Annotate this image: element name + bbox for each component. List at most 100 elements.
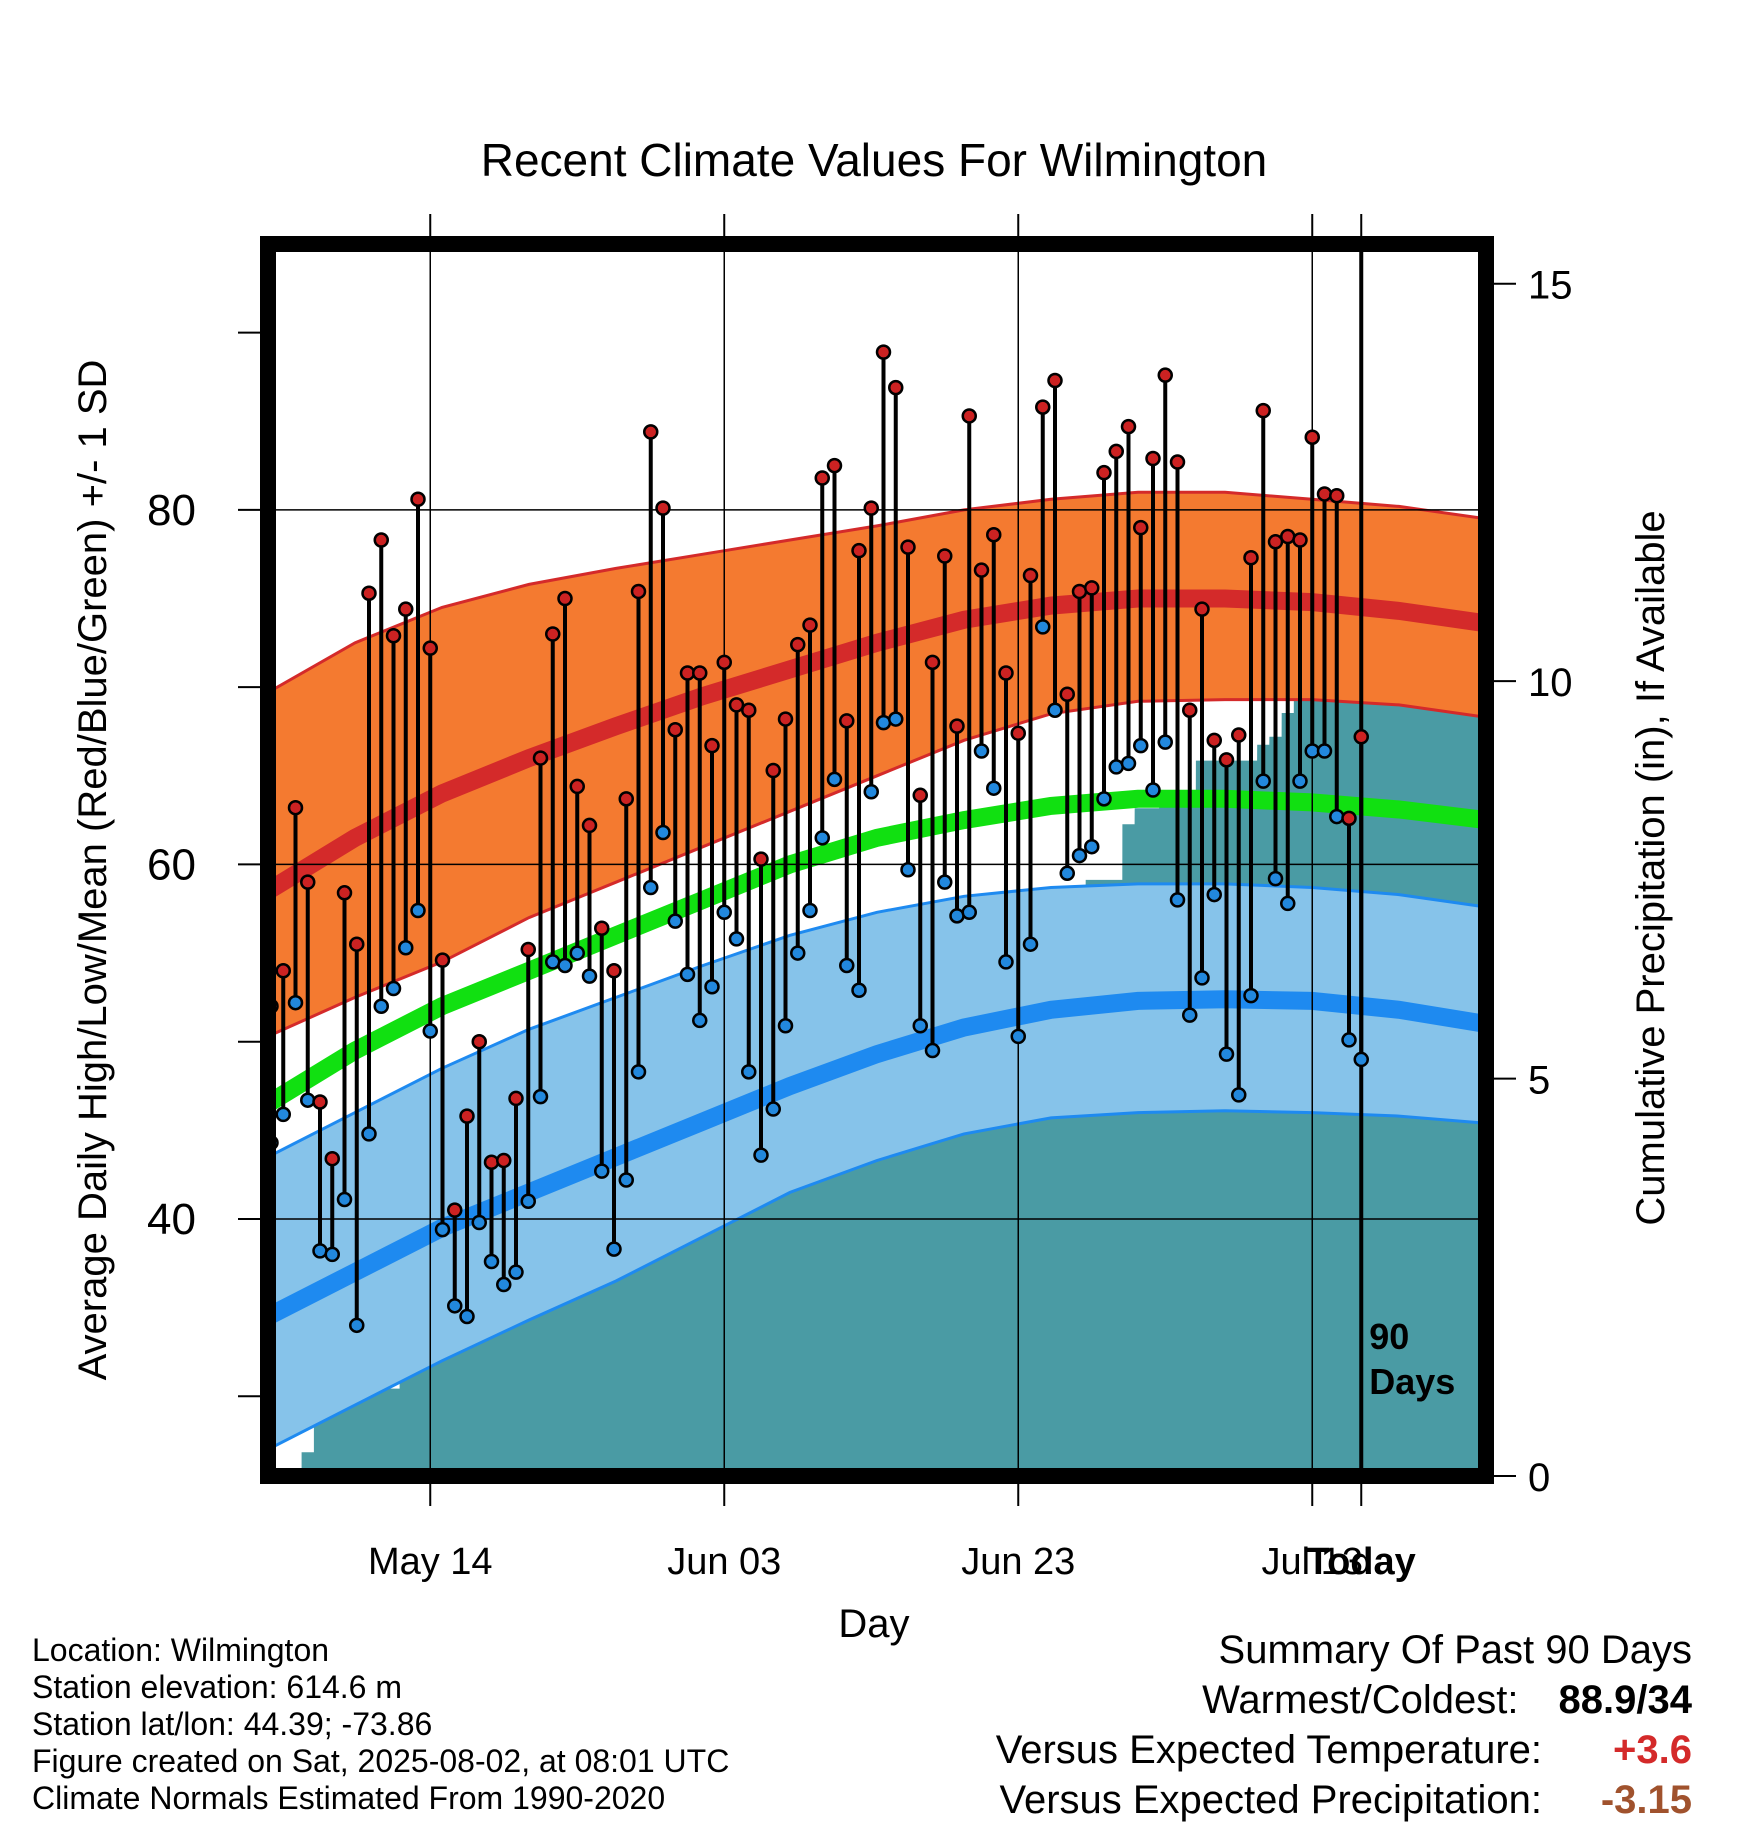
high-point (1145, 450, 1161, 467)
low-point (496, 1276, 512, 1293)
low-point (630, 1064, 647, 1080)
chart-title: Recent Climate Values For Wilmington (481, 134, 1268, 186)
low-point (373, 998, 389, 1014)
y-tick-label: 60 (147, 840, 196, 889)
low-point (937, 874, 953, 890)
high-point (998, 665, 1014, 681)
high-point (851, 542, 867, 559)
low-point (385, 980, 402, 997)
high-point (1010, 725, 1026, 742)
high-point (1329, 487, 1345, 504)
high-point (1047, 372, 1063, 389)
low-point (728, 931, 745, 947)
summary-panel: Summary Of Past 90 Days Warmest/Coldest:… (996, 1625, 1692, 1825)
high-point (300, 874, 316, 890)
low-point (349, 1317, 365, 1334)
low-point (606, 1241, 622, 1257)
high-point (1206, 732, 1222, 749)
high-point (312, 1094, 328, 1110)
low-point (1120, 755, 1137, 772)
low-point (1316, 743, 1333, 759)
high-point (1231, 727, 1247, 743)
low-point (312, 1243, 328, 1259)
low-lower-edge (268, 1109, 1486, 1451)
high-point (986, 526, 1002, 543)
high-point (875, 344, 892, 360)
x-tick-label: Today (1307, 1541, 1416, 1583)
high-point (398, 601, 414, 617)
low-point (692, 1012, 708, 1029)
high-point (1108, 443, 1124, 460)
high-point (1157, 367, 1173, 383)
low-point (1231, 1087, 1247, 1103)
high-point (508, 1090, 524, 1107)
high-point (826, 457, 843, 474)
low-point (1035, 619, 1051, 635)
high-point (802, 617, 818, 633)
low-point (961, 904, 977, 921)
low-point (1182, 1007, 1198, 1023)
high-point (594, 920, 610, 936)
summary-title: Summary Of Past 90 Days (1218, 1628, 1692, 1672)
high-point (1194, 601, 1210, 617)
low-point (863, 784, 879, 800)
high-point (471, 1033, 487, 1050)
low-point (1071, 847, 1088, 864)
high-point (581, 817, 598, 834)
low-point (508, 1264, 524, 1280)
low-point (483, 1253, 500, 1270)
low-point (287, 994, 304, 1011)
high-point (1255, 402, 1271, 419)
low-point (1010, 1028, 1026, 1045)
high-point (704, 737, 720, 754)
low-point (1108, 759, 1124, 775)
low-sd-band (268, 883, 1486, 1450)
high-point (532, 750, 549, 766)
low-point (1157, 734, 1173, 750)
warmest-coldest-label: Warmest/Coldest: (1202, 1678, 1519, 1722)
low-point (802, 902, 818, 919)
low-point (545, 954, 561, 970)
high-point (422, 640, 438, 656)
plot-contents (268, 244, 1486, 1476)
low-upper-edge (268, 882, 1486, 1159)
low-point (777, 1017, 794, 1034)
high-point (361, 585, 377, 601)
high-point (888, 379, 904, 396)
low-point (1145, 782, 1161, 798)
high-point (692, 665, 708, 681)
high-point (1133, 519, 1149, 536)
low-point (594, 1163, 610, 1179)
low-point (753, 1147, 769, 1163)
high-point (973, 562, 990, 578)
high-point (863, 500, 879, 516)
high-point (410, 491, 426, 508)
latlon-text: Station lat/lon: 44.39; -73.86 (32, 1706, 433, 1742)
precip-departure-row: Versus Expected Precipitation: -3.15 (996, 1775, 1692, 1825)
low-point (741, 1064, 757, 1080)
low-point (471, 1214, 487, 1231)
high-point (667, 721, 683, 738)
warmest-coldest-value: 88.9/34 (1558, 1678, 1692, 1722)
high-point (716, 654, 732, 671)
low-point (532, 1088, 549, 1105)
low-point (814, 830, 830, 846)
high-point (741, 702, 757, 718)
high-point (520, 941, 536, 958)
high-point (618, 791, 634, 807)
low-point (569, 945, 585, 961)
high-point (349, 936, 365, 952)
high-point (447, 1202, 463, 1218)
low-point (422, 1023, 438, 1039)
low-point (924, 1042, 941, 1059)
y2-axis-label: Cumulative Precipitation (in), If Availa… (1629, 510, 1673, 1225)
high-point (1304, 429, 1320, 445)
high-point (753, 851, 769, 867)
x-axis-label: Day (838, 1602, 909, 1646)
low-point (998, 954, 1014, 970)
high-point (1096, 464, 1112, 481)
low-point (679, 966, 696, 983)
high-point (373, 532, 389, 548)
high-point (1169, 454, 1186, 470)
